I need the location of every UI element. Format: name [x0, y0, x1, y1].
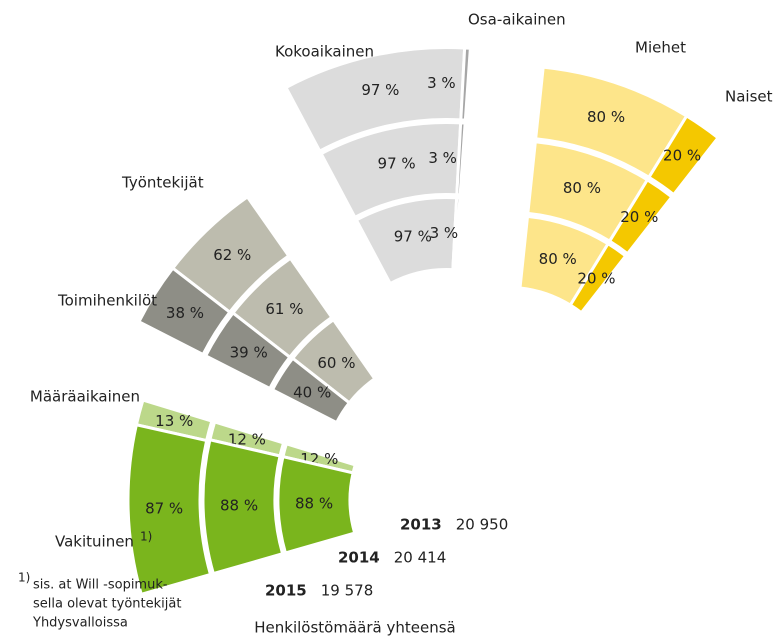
value-label: 61 %	[265, 300, 303, 318]
ring-segment	[276, 454, 357, 555]
ring-segment	[607, 177, 674, 256]
ring-segment	[451, 196, 462, 272]
ring-segment	[455, 121, 467, 197]
value-label: 38 %	[166, 304, 204, 322]
total-value: 20 414	[394, 549, 447, 567]
series-label: Toimihenkilöt	[57, 292, 157, 310]
series-label: Naiset	[725, 88, 773, 106]
value-label: 60 %	[317, 354, 355, 372]
ring-segment	[568, 241, 628, 315]
series-label: Määräaikainen	[30, 388, 140, 406]
value-label: 88 %	[220, 496, 258, 514]
value-label: 20 %	[663, 147, 701, 165]
ring-segment	[201, 437, 285, 576]
value-label: 3 %	[427, 74, 456, 92]
total-value: 20 950	[456, 516, 509, 534]
year-label: 2015	[265, 582, 307, 600]
ring-segment	[459, 46, 472, 122]
footnote-line: sis. at Will -sopimuk-	[33, 578, 168, 593]
totals-title: Henkilöstömäärä yhteensä	[254, 619, 455, 637]
ring-segment	[270, 356, 352, 425]
ring-segment	[203, 310, 292, 391]
value-label: 20 %	[577, 270, 615, 288]
footnote-line: Yhdysvalloissa	[32, 616, 128, 631]
value-label: 97 %	[378, 154, 416, 172]
ring-segment	[646, 113, 721, 197]
value-label: 20 %	[620, 208, 658, 226]
ring-segment	[126, 422, 213, 597]
value-label: 39 %	[230, 344, 268, 362]
note-marker: 1)	[140, 530, 152, 544]
footnote-line: sella olevat työntekijät	[33, 597, 181, 612]
value-label: 80 %	[563, 179, 601, 197]
value-label: 87 %	[145, 499, 183, 517]
value-label: 13 %	[155, 412, 193, 430]
value-label: 40 %	[293, 383, 331, 401]
value-label: 80 %	[539, 250, 577, 268]
series-label: Työntekijät	[121, 174, 204, 192]
value-label: 62 %	[213, 246, 251, 264]
series-label: Vakituinen	[55, 533, 134, 551]
series-label: Kokoaikainen	[275, 43, 374, 61]
year-label: 2014	[338, 549, 380, 567]
ring-segment	[136, 266, 232, 357]
value-label: 97 %	[394, 228, 432, 246]
value-label: 12 %	[228, 431, 266, 449]
series-label: Osa-aikainen	[468, 11, 566, 29]
total-value: 19 578	[321, 582, 374, 600]
value-label: 97 %	[361, 81, 399, 99]
year-label: 2013	[400, 516, 442, 534]
value-label: 88 %	[295, 495, 333, 513]
series-label: Miehet	[635, 39, 686, 57]
value-label: 80 %	[587, 108, 625, 126]
value-label: 3 %	[428, 149, 457, 167]
footnote-marker: 1)	[18, 571, 30, 585]
value-label: 3 %	[430, 224, 459, 242]
